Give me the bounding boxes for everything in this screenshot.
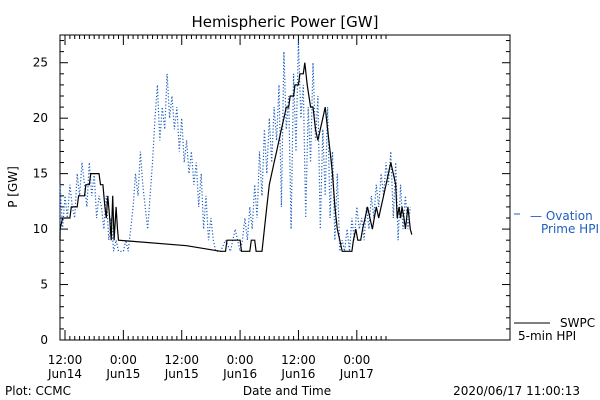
x-axis: 12:00Jun140:00Jun1512:00Jun150:00Jun1612…: [47, 35, 387, 381]
y-tick-label: 20: [33, 111, 48, 125]
x-tick-label-time: 12:00: [48, 353, 83, 367]
chart-title: Hemispheric Power [GW]: [192, 13, 379, 31]
y-tick-label: 25: [33, 56, 48, 70]
legend-ovation-label-2: Prime HPI: [541, 222, 599, 236]
x-tick-label-time: 12:00: [281, 353, 316, 367]
x-tick-label-date: Jun14: [47, 367, 82, 381]
legend-swpc-label-2: 5-min HPI: [518, 329, 576, 343]
legend-swpc-label-1: SWPC: [560, 316, 595, 330]
x-tick-label-time: 0:00: [110, 353, 137, 367]
series-swpc-line: [59, 62, 413, 252]
footer-plot-credit: Plot: CCMC: [5, 384, 71, 398]
y-axis-label: P [GW]: [6, 166, 20, 208]
x-tick-label-date: Jun17: [339, 367, 374, 381]
x-tick-label-date: Jun15: [105, 367, 140, 381]
x-axis-label: Date and Time: [243, 384, 331, 398]
x-tick-label-date: Jun16: [222, 367, 257, 381]
legend-ovation-label-1: — Ovation: [530, 209, 593, 223]
y-tick-label: 5: [40, 278, 48, 292]
plot-frame: [59, 34, 511, 341]
series-ovation-prime-line: [59, 40, 411, 254]
x-tick-label-time: 12:00: [164, 353, 199, 367]
y-tick-label: 0: [40, 333, 48, 347]
y-tick-label: 15: [33, 167, 48, 181]
series-layer: [59, 40, 413, 254]
x-tick-label-time: 0:00: [227, 353, 254, 367]
y-tick-label: 10: [33, 222, 48, 236]
footer-timestamp: 2020/06/17 11:00:13: [453, 384, 580, 398]
x-tick-label-date: Jun16: [280, 367, 315, 381]
x-tick-label-date: Jun15: [164, 367, 199, 381]
x-tick-label-time: 0:00: [343, 353, 370, 367]
